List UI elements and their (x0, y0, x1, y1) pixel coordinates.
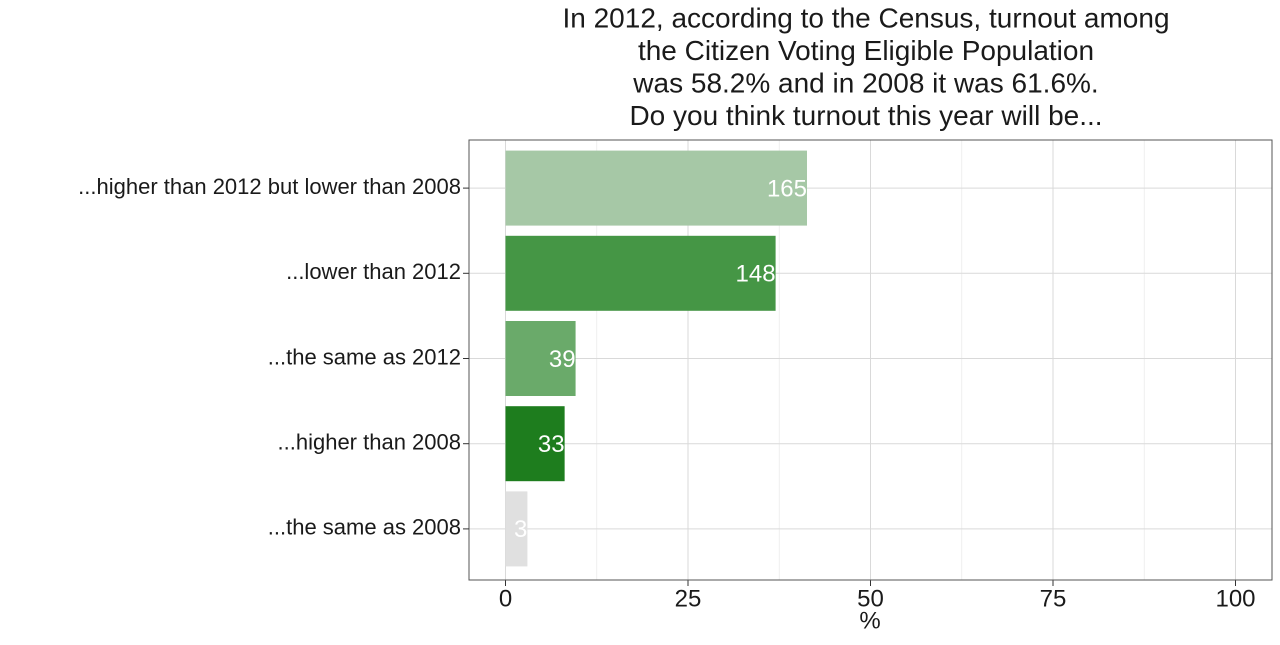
x-tick-label: 50 (857, 585, 884, 612)
bar (505, 406, 565, 482)
x-tick-label: 0 (499, 585, 512, 612)
bar (505, 150, 807, 226)
bar (505, 235, 776, 311)
data-label: 3 (514, 516, 527, 543)
x-tick-label: 25 (675, 585, 702, 612)
data-label: 148 (736, 261, 776, 288)
title-line: the Citizen Voting Eligible Population (638, 35, 1094, 66)
y-tick-label: ...higher than 2008 (278, 430, 461, 455)
data-label: 33 (538, 431, 565, 458)
y-tick-label: ...lower than 2012 (286, 259, 461, 284)
y-tick-label: ...higher than 2012 but lower than 2008 (78, 174, 461, 199)
title-line: was 58.2% and in 2008 it was 61.6%. (632, 67, 1098, 98)
bar (505, 491, 528, 567)
bar (505, 321, 576, 396)
data-label: 39 (549, 346, 576, 373)
chart-title: In 2012, according to the Census, turnou… (562, 2, 1169, 131)
x-tick-label: 100 (1215, 585, 1255, 612)
x-axis-label: % (859, 607, 880, 634)
y-tick-label: ...the same as 2008 (268, 515, 461, 540)
title-line: In 2012, according to the Census, turnou… (562, 2, 1169, 33)
y-tick-label: ...the same as 2012 (268, 344, 461, 369)
data-label: 165 (767, 175, 807, 202)
title-line: Do you think turnout this year will be..… (629, 100, 1102, 131)
x-tick-label: 75 (1040, 585, 1067, 612)
plot-frame (468, 139, 1273, 581)
